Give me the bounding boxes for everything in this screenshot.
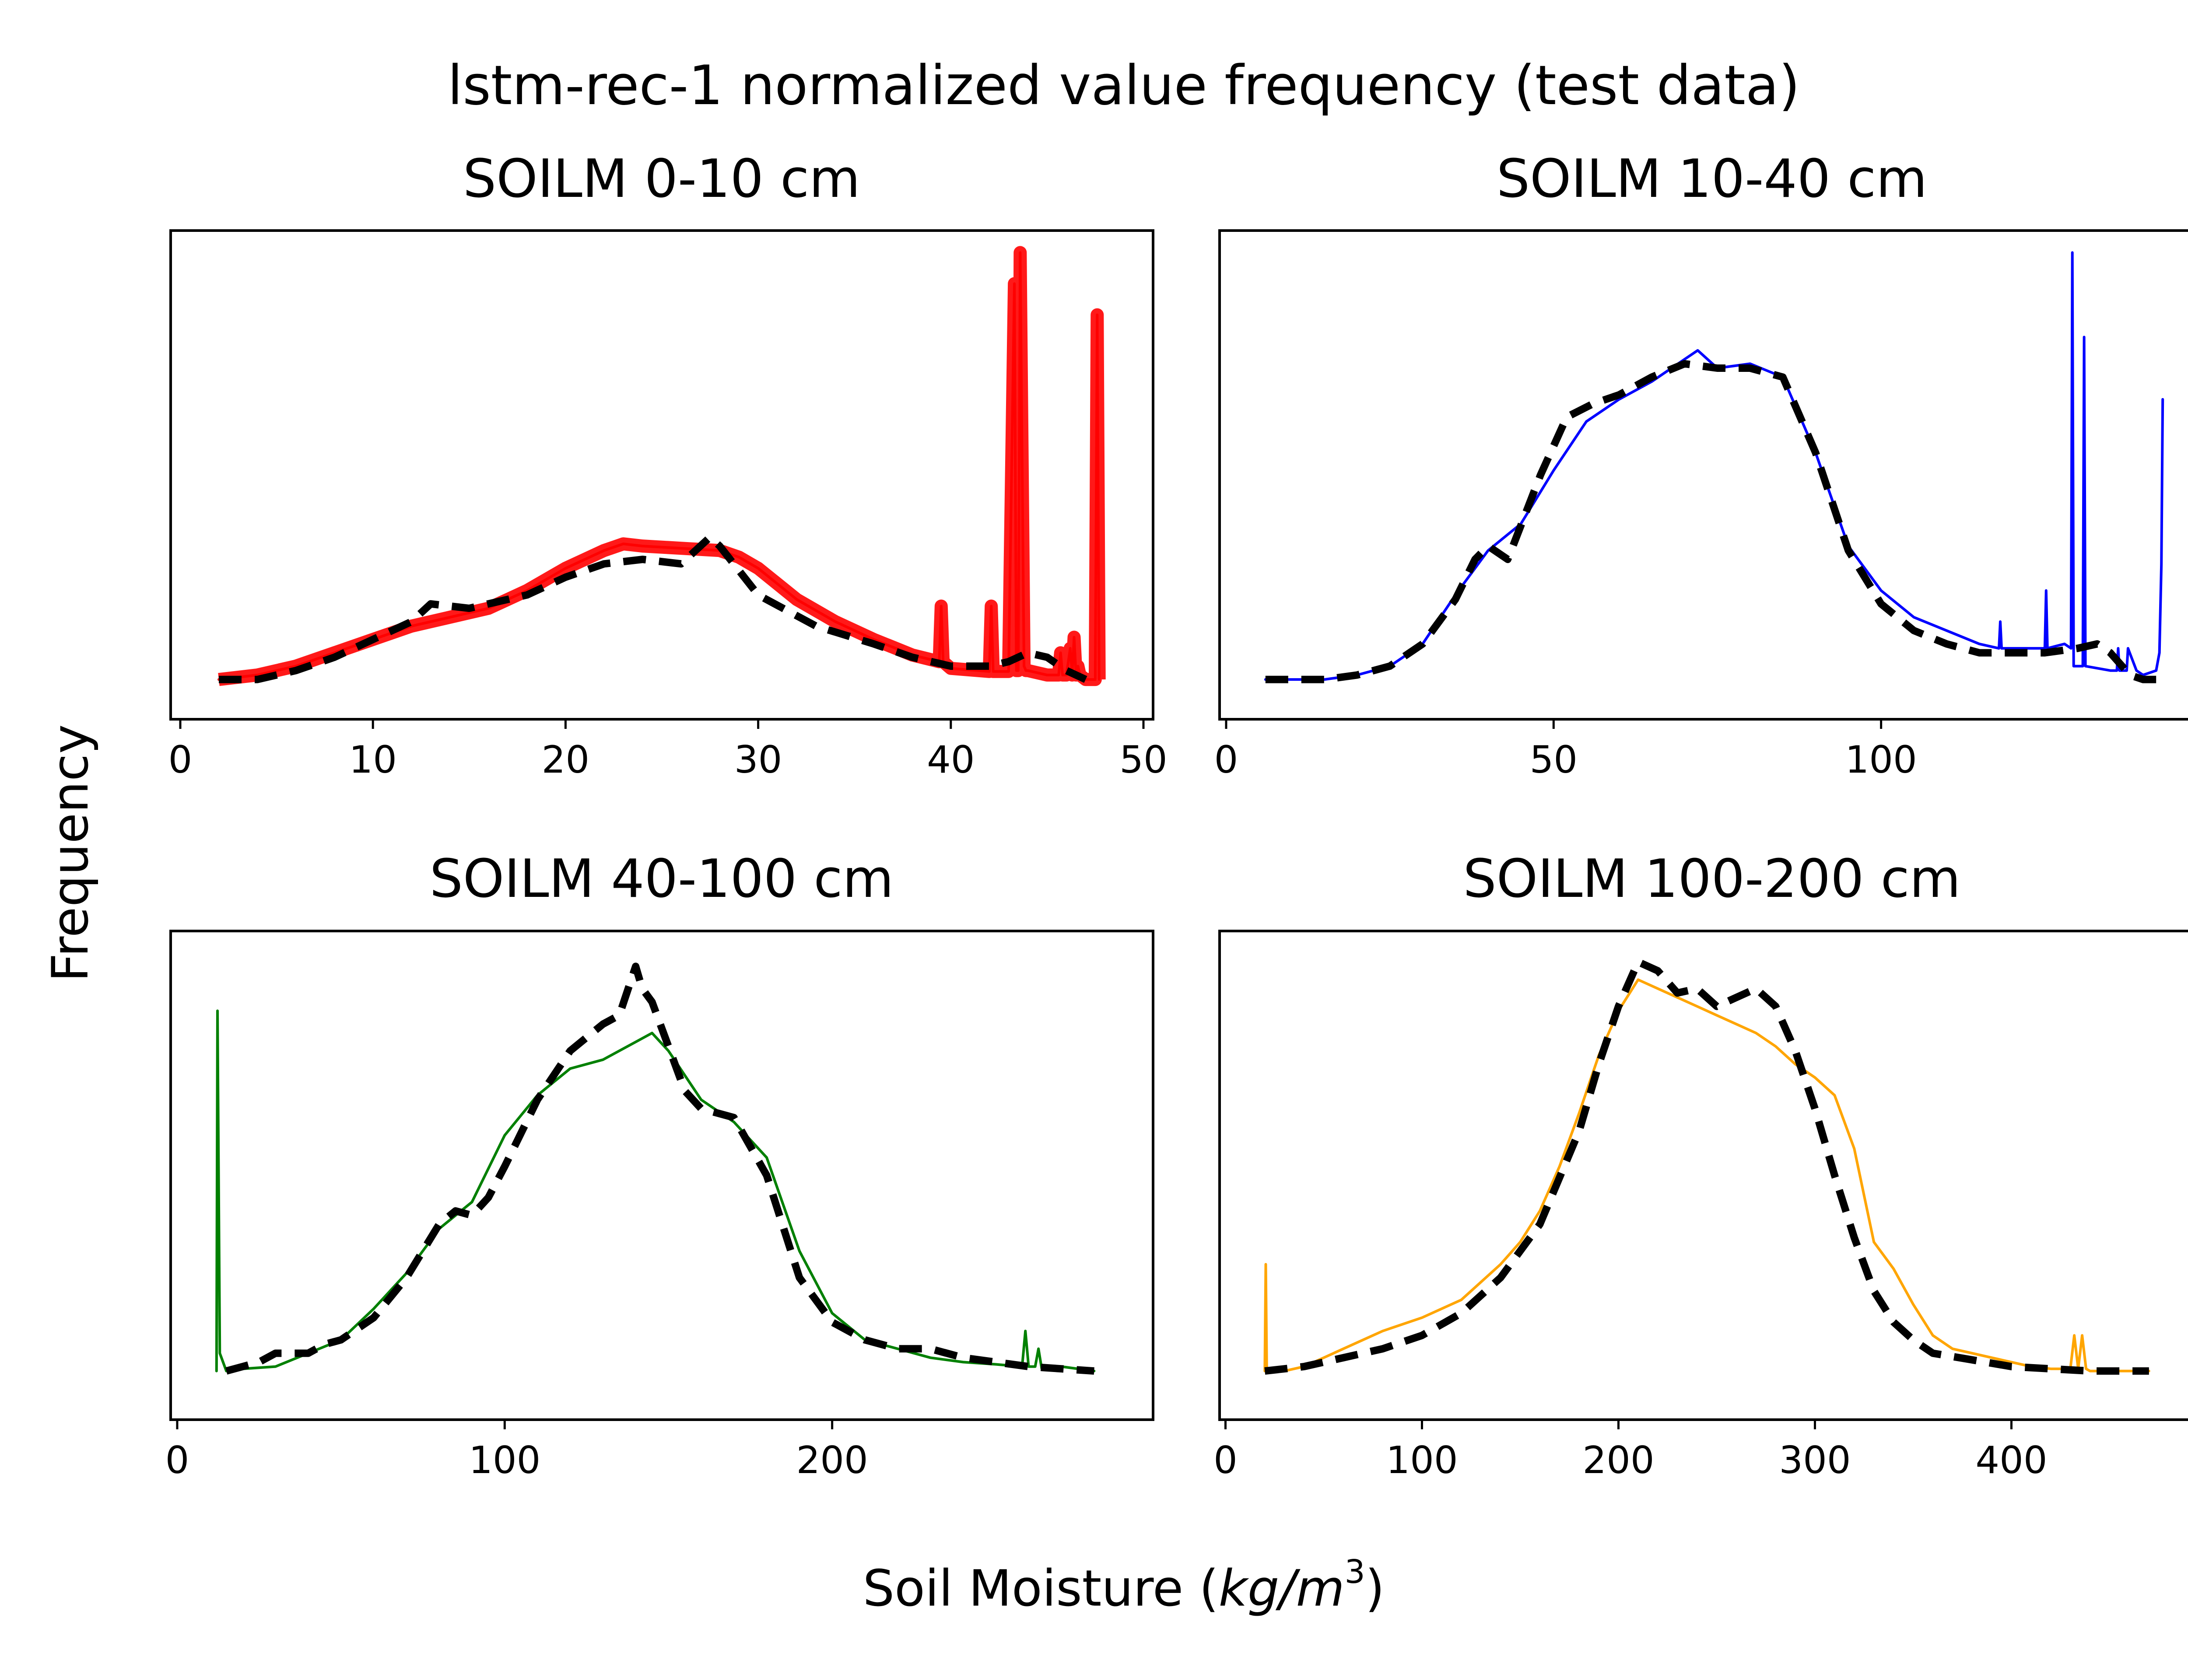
series-line-solid — [217, 251, 1101, 681]
figure-title: lstm-rec-1 normalized value frequency (t… — [448, 54, 1800, 117]
x-tick-label: 100 — [1386, 1438, 1458, 1482]
subplot-title: SOILM 40-100 cm — [430, 849, 894, 910]
subplot-soilm-40-100: SOILM 40-100 cm 0 100 200 — [165, 849, 1154, 1482]
x-tick-label: 400 — [1975, 1438, 2047, 1482]
x-tick-label: 40 — [927, 738, 975, 782]
x-axis-label-suffix: ) — [1365, 1559, 1385, 1617]
subplot-frame — [1218, 229, 2188, 721]
x-tick-label: 100 — [1845, 738, 1917, 782]
series-line-solid — [1264, 251, 2164, 681]
subplot-frame — [1218, 930, 2188, 1421]
x-tick-label: 0 — [168, 738, 193, 782]
x-tick-label: 0 — [1213, 1438, 1238, 1482]
subplot-soilm-10-40: SOILM 10-40 cm 0 50 100 — [1214, 149, 2188, 782]
x-tick-label: 300 — [1779, 1438, 1851, 1482]
subplot-title: SOILM 100-200 cm — [1463, 849, 1961, 910]
subplot-frame — [169, 930, 1154, 1421]
x-axis-label-unit: kg/m — [1219, 1559, 1345, 1617]
x-tick-label: 20 — [542, 738, 589, 782]
subplot-title: SOILM 0-10 cm — [463, 149, 860, 210]
x-tick-label: 50 — [1530, 738, 1578, 782]
x-tick-label: 0 — [165, 1438, 189, 1482]
x-tick-label: 30 — [734, 738, 782, 782]
x-axis-label-prefix: Soil Moisture ( — [863, 1559, 1219, 1617]
x-tick-label: 100 — [469, 1438, 540, 1482]
subplot-soilm-0-10: SOILM 0-10 cm 0 10 20 30 40 50 — [168, 149, 1168, 782]
series-line-dashed — [1265, 360, 2156, 683]
x-axis-label-exponent: 3 — [1345, 1553, 1365, 1591]
x-tick-label: 10 — [349, 738, 396, 782]
x-tick-label: 0 — [1214, 738, 1238, 782]
x-tick-label: 200 — [1582, 1438, 1654, 1482]
subplot-title: SOILM 10-40 cm — [1497, 149, 1927, 210]
y-axis-label: Frequency — [41, 724, 99, 982]
subplot-frame — [169, 229, 1154, 721]
series-line-dashed — [219, 533, 1087, 683]
subplot-soilm-100-200: SOILM 100-200 cm 0 100 200 300 400 — [1213, 849, 2188, 1482]
x-tick-label: 200 — [796, 1438, 868, 1482]
x-tick-label: 50 — [1119, 738, 1167, 782]
series-line-dashed — [1264, 958, 2149, 1375]
x-axis-label: Soil Moisture (kg/m3) — [863, 1553, 1385, 1617]
